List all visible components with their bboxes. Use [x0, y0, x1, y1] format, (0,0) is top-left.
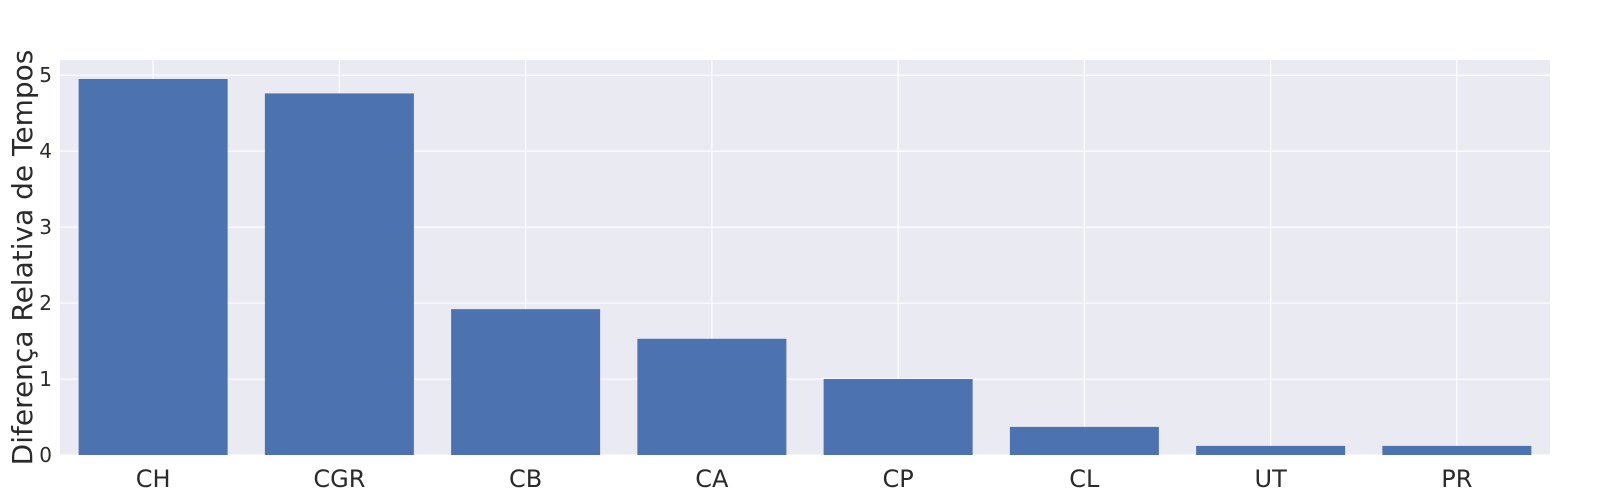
y-tick-label: 0	[39, 443, 52, 467]
x-tick-label: CGR	[313, 465, 365, 493]
bars	[78, 78, 1532, 455]
bar-cb	[451, 309, 601, 455]
x-tick-labels: CH CGR CB CA CP CL UT PR	[136, 465, 1473, 493]
bar-cgr	[264, 93, 414, 455]
x-tick-label: CA	[695, 465, 729, 493]
bar-ch	[78, 78, 228, 455]
bar-cl	[1009, 426, 1159, 455]
x-tick-label: CH	[136, 465, 171, 493]
bar-cp	[823, 379, 973, 455]
x-tick-label: PR	[1441, 465, 1472, 493]
bar-pr	[1382, 445, 1532, 455]
y-tick-labels: 0 1 2 3 4 5	[39, 63, 52, 467]
y-axis-label: Diferença Relativa de Tempos	[6, 50, 39, 466]
y-tick-label: 2	[39, 291, 52, 315]
y-tick-label: 3	[39, 215, 52, 239]
bar-ca	[637, 338, 787, 455]
y-tick-label: 4	[39, 139, 52, 163]
x-tick-label: UT	[1255, 465, 1288, 493]
y-tick-label: 1	[39, 367, 52, 391]
x-tick-label: CB	[509, 465, 542, 493]
bar-ut	[1196, 445, 1346, 455]
x-tick-label: CP	[883, 465, 914, 493]
y-tick-label: 5	[39, 63, 52, 87]
x-tick-label: CL	[1069, 465, 1100, 493]
